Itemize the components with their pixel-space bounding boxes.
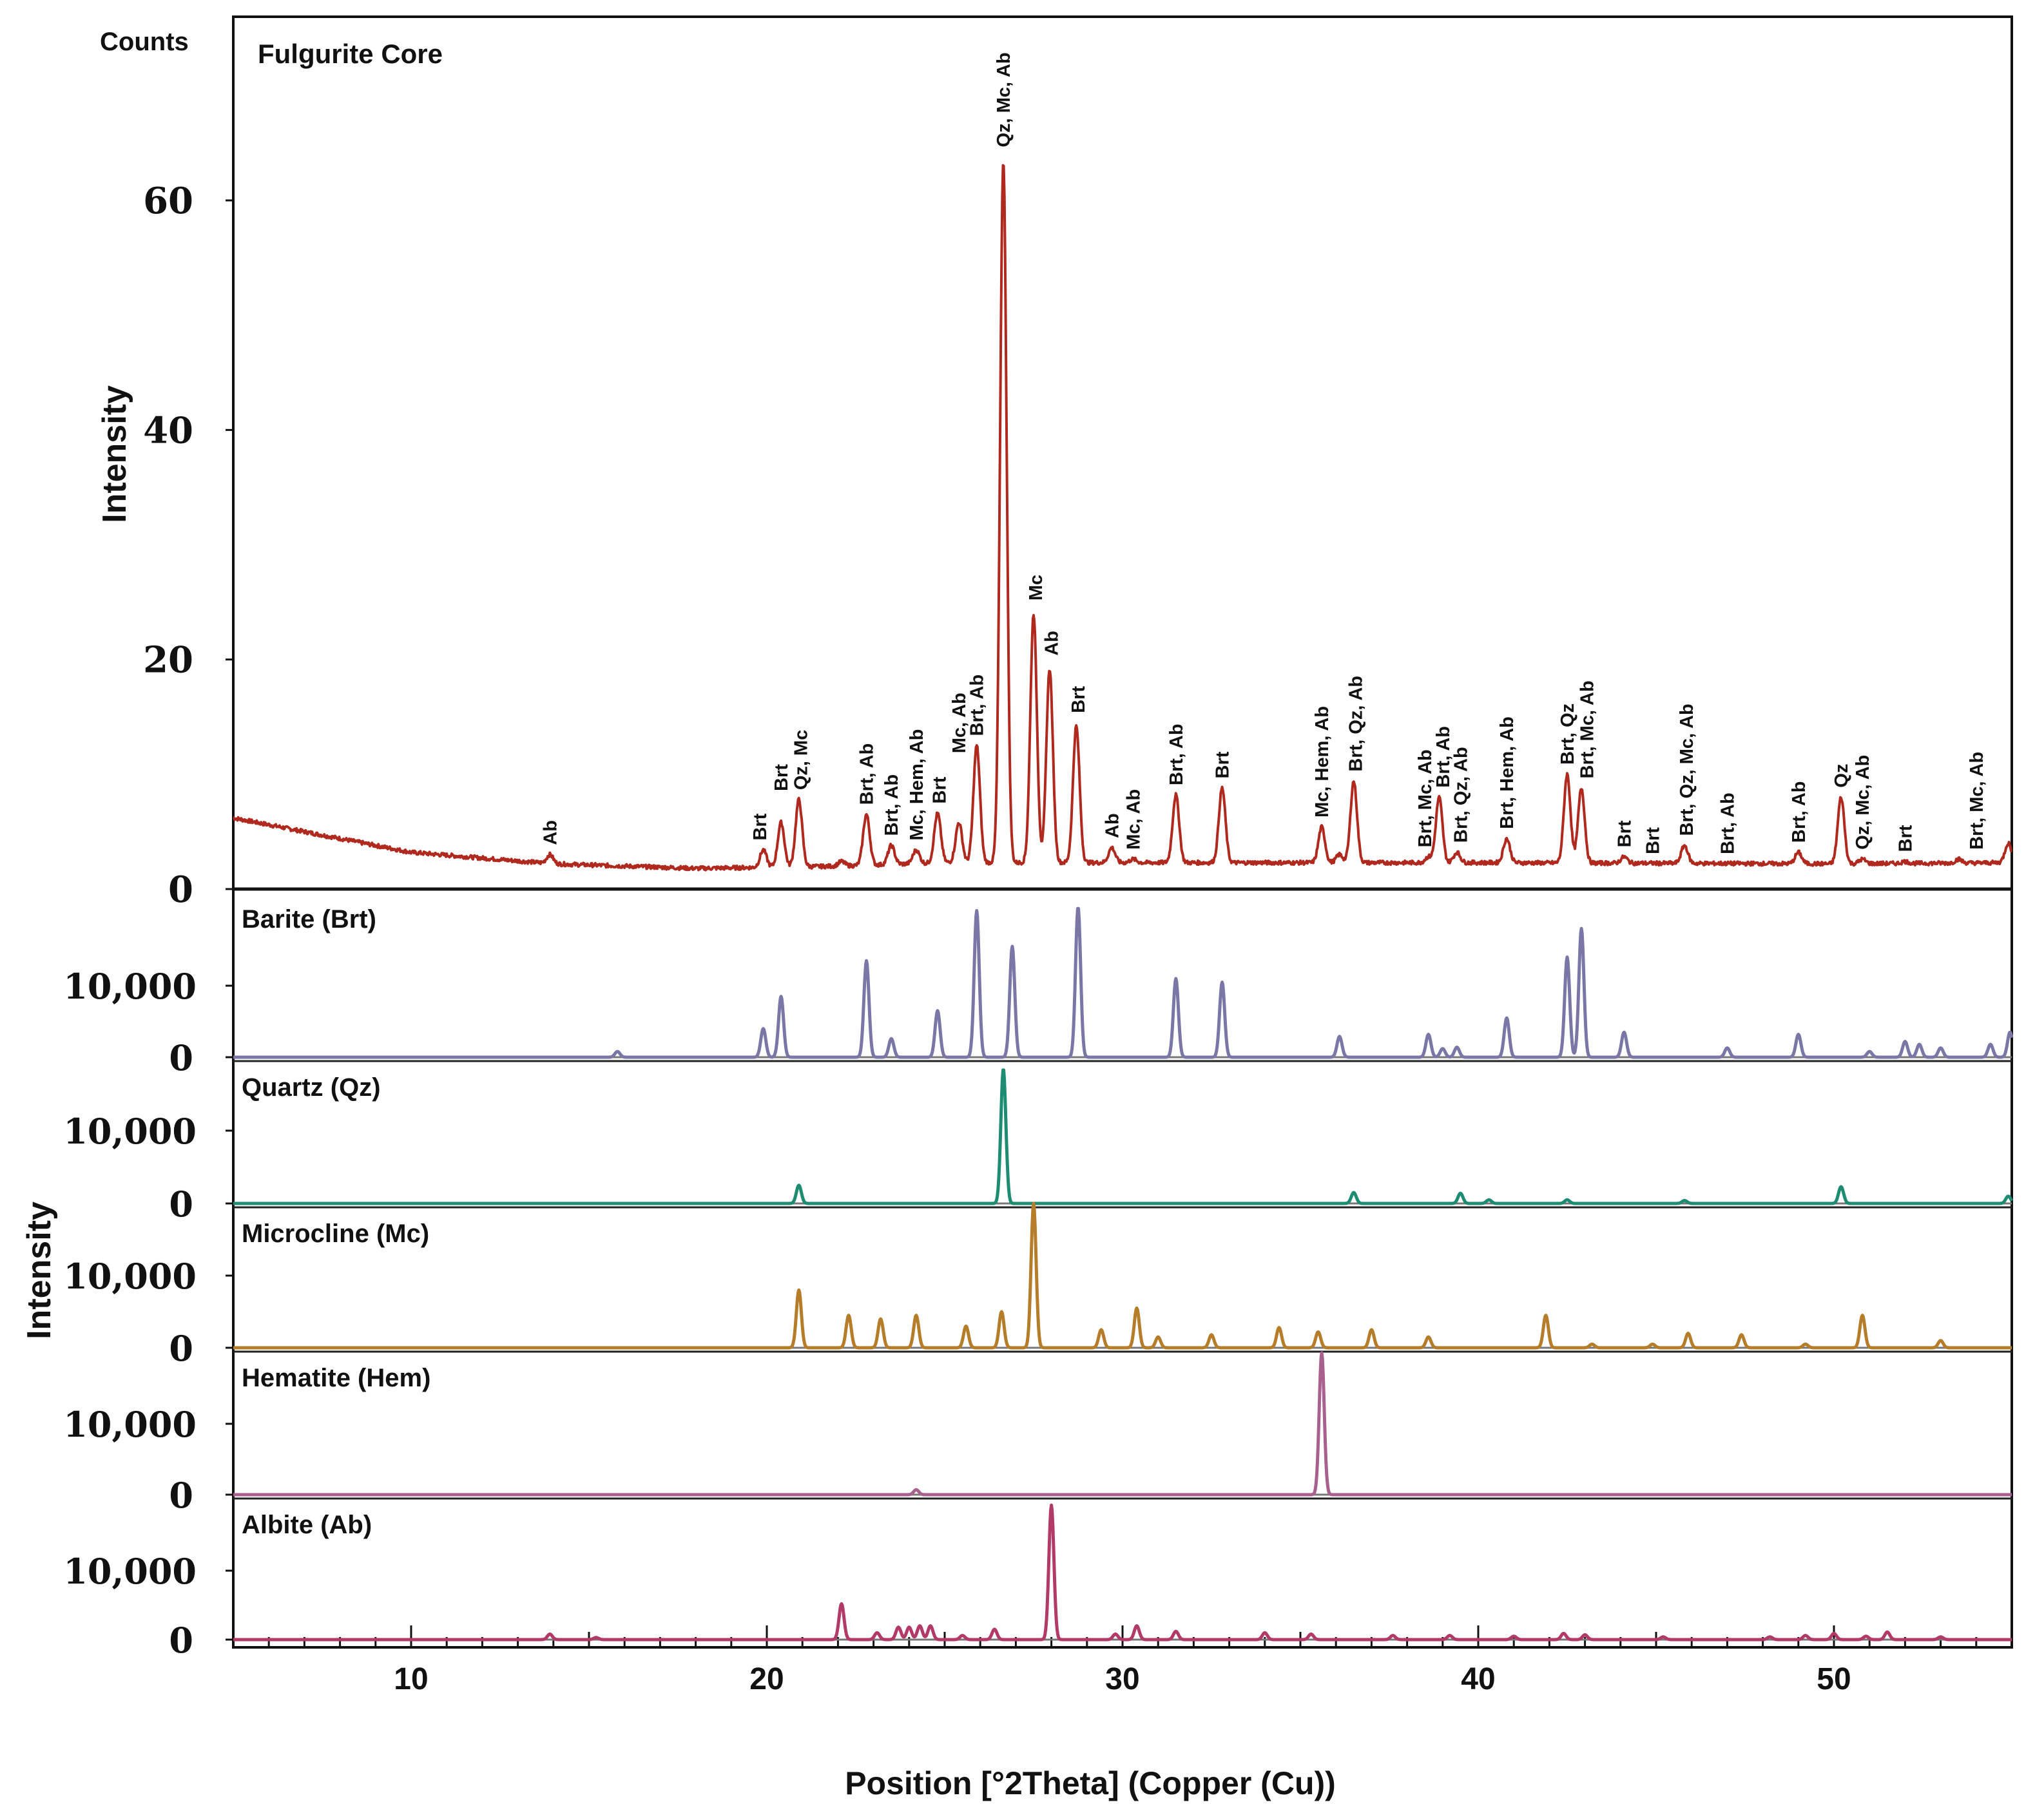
peak-label: Brt, Ab bbox=[857, 743, 878, 805]
peak-label: Mc, Ab bbox=[1124, 789, 1144, 850]
peak-label: Qz bbox=[1831, 764, 1852, 788]
peak-label: Mc, Ab bbox=[949, 693, 970, 753]
panel-title: Albite (Ab) bbox=[242, 1511, 372, 1539]
y-axis-label-top: Intensity bbox=[96, 385, 133, 523]
peak-label: Brt, Ab bbox=[967, 675, 988, 736]
peak-label: Brt bbox=[750, 813, 771, 840]
peak-label: Brt, Ab bbox=[882, 774, 902, 836]
peak-label: Ab bbox=[1102, 813, 1123, 838]
y-tick-label-10000: 10,000 bbox=[63, 1256, 197, 1297]
peak-label: Brt, Qz, Ab bbox=[1451, 747, 1471, 843]
peak-label: Brt, Mc, Ab bbox=[1577, 680, 1597, 778]
y-tick-label-top: 40 bbox=[143, 409, 193, 452]
x-tick-label: 30 bbox=[1105, 1662, 1139, 1696]
y-tick-label-10000: 10,000 bbox=[63, 1111, 197, 1152]
x-axis-label: Position [°2Theta] (Copper (Cu)) bbox=[845, 1765, 1336, 1801]
reference-series bbox=[232, 1202, 2013, 1350]
peak-label: Brt, Qz, Ab bbox=[1346, 676, 1367, 772]
peak-label: Brt, Ab bbox=[1789, 781, 1809, 843]
peak-label: Brt bbox=[1068, 686, 1089, 713]
y-tick-label-10000: 10,000 bbox=[63, 966, 197, 1007]
peak-label: Brt bbox=[930, 776, 950, 803]
peak-label: Mc, Hem, Ab bbox=[1312, 706, 1333, 818]
peak-label: Brt bbox=[771, 764, 792, 791]
peak-label: Brt, Ab bbox=[1166, 723, 1187, 785]
y-tick-label-0: 0 bbox=[169, 1183, 193, 1225]
panel-title: Microcline (Mc) bbox=[242, 1220, 429, 1248]
y-tick-label-top: 20 bbox=[143, 639, 193, 682]
panel-title: Barite (Brt) bbox=[242, 905, 376, 934]
peak-label: Ab bbox=[1042, 631, 1063, 656]
peak-label: Mc, Hem, Ab bbox=[907, 729, 927, 841]
y-tick-label-top: 0 bbox=[168, 868, 193, 911]
peak-label: Brt bbox=[1213, 751, 1233, 778]
y-tick-label-top: 60 bbox=[143, 180, 193, 222]
reference-series bbox=[232, 1351, 2013, 1497]
peak-label: Brt, Ab bbox=[1717, 792, 1738, 854]
panel-title: Hematite (Hem) bbox=[242, 1364, 430, 1392]
y-tick-label-0: 0 bbox=[169, 1475, 193, 1516]
peak-label: Brt, Qz bbox=[1558, 704, 1578, 765]
reference-series bbox=[232, 1068, 2014, 1205]
peak-label: Qz, Mc, Ab bbox=[1853, 755, 1873, 850]
y-tick-label-0: 0 bbox=[169, 1620, 193, 1661]
x-tick-label: 10 bbox=[394, 1662, 428, 1696]
peak-label: Mc bbox=[1026, 575, 1046, 600]
y-axis-label-lower: Intensity bbox=[21, 1202, 58, 1339]
peak-label: Brt, Ab bbox=[1433, 726, 1454, 788]
peak-label: Brt, Mc, Ab bbox=[1967, 752, 1987, 850]
fulgurite-core-series bbox=[233, 164, 2012, 872]
peak-label: Brt, Hem, Ab bbox=[1497, 716, 1518, 829]
reference-series bbox=[232, 1503, 2013, 1642]
x-tick-label: 40 bbox=[1461, 1662, 1495, 1696]
peak-label: Qz, Mc, Ab bbox=[994, 52, 1014, 147]
axes-layer: 10 20 30 40 50 0 20 40 60 10,000 0 10,000 0 10,000 0 10… bbox=[63, 15, 2013, 1696]
y-tick-label-10000: 10,000 bbox=[63, 1551, 197, 1592]
y-tick-label-0: 0 bbox=[169, 1328, 193, 1369]
x-tick-label: 50 bbox=[1817, 1662, 1851, 1696]
peak-label: Brt bbox=[1895, 825, 1916, 852]
peak-label: Brt bbox=[1643, 827, 1663, 854]
x-tick-label: 20 bbox=[749, 1662, 784, 1696]
peak-label: Qz, Mc bbox=[791, 730, 811, 790]
peak-label: Ab bbox=[540, 820, 561, 845]
peak-label: Brt, Mc, Ab bbox=[1415, 749, 1436, 847]
peak-label: Brt, Qz, Mc, Ab bbox=[1677, 704, 1697, 836]
y-tick-label-0: 0 bbox=[169, 1037, 193, 1078]
counts-unit-label: Counts bbox=[100, 28, 189, 56]
peak-label: Brt bbox=[1614, 820, 1635, 847]
reference-series bbox=[232, 906, 2014, 1059]
y-tick-label-10000: 10,000 bbox=[63, 1404, 197, 1445]
series-layer bbox=[232, 164, 2014, 1642]
panel-title-fulgurite: Fulgurite Core bbox=[258, 39, 443, 69]
panel-title: Quartz (Qz) bbox=[242, 1073, 381, 1102]
